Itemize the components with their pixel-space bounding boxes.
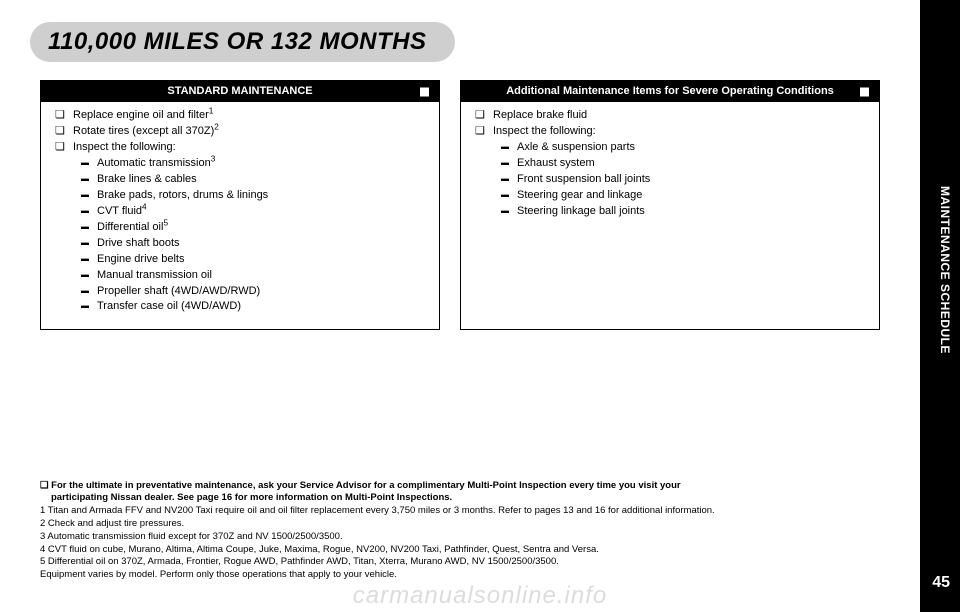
- list-item: Manual transmission oil: [55, 268, 425, 284]
- list-item: Inspect the following:: [55, 140, 425, 156]
- stop-icon: [860, 87, 869, 96]
- list-item: Automatic transmission3: [55, 156, 425, 172]
- footnote-2: 2 Check and adjust tire pressures.: [40, 518, 870, 531]
- list-item: Transfer case oil (4WD/AWD): [55, 299, 425, 315]
- page-number: 45: [932, 574, 950, 592]
- page-content: 110,000 MILES OR 132 MONTHS STANDARD MAI…: [0, 0, 920, 612]
- footnote-6: Equipment varies by model. Perform only …: [40, 569, 870, 582]
- list-item: Drive shaft boots: [55, 236, 425, 252]
- list-item: Differential oil5: [55, 220, 425, 236]
- list-item: Propeller shaft (4WD/AWD/RWD): [55, 284, 425, 300]
- footnote-lead-1: ❏ For the ultimate in preventative maint…: [40, 480, 870, 493]
- severe-maintenance-title: Additional Maintenance Items for Severe …: [506, 85, 834, 97]
- list-item: Steering linkage ball joints: [475, 204, 865, 220]
- footnotes: ❏ For the ultimate in preventative maint…: [40, 480, 870, 583]
- columns: STANDARD MAINTENANCE Replace engine oil …: [40, 80, 890, 330]
- footnote-3: 3 Automatic transmission fluid except fo…: [40, 531, 870, 544]
- list-item: Exhaust system: [475, 156, 865, 172]
- list-item: Brake lines & cables: [55, 172, 425, 188]
- list-item: Rotate tires (except all 370Z)2: [55, 124, 425, 140]
- list-item: Steering gear and linkage: [475, 188, 865, 204]
- footnote-5: 5 Differential oil on 370Z, Armada, Fron…: [40, 556, 870, 569]
- list-item: Axle & suspension parts: [475, 140, 865, 156]
- severe-maintenance-header: Additional Maintenance Items for Severe …: [461, 81, 879, 102]
- list-item: Engine drive belts: [55, 252, 425, 268]
- standard-maintenance-body: Replace engine oil and filter1 Rotate ti…: [41, 102, 439, 329]
- footnote-lead-2: participating Nissan dealer. See page 16…: [40, 492, 870, 505]
- standard-maintenance-card: STANDARD MAINTENANCE Replace engine oil …: [40, 80, 440, 330]
- standard-maintenance-header: STANDARD MAINTENANCE: [41, 81, 439, 102]
- footnote-4: 4 CVT fluid on cube, Murano, Altima, Alt…: [40, 544, 870, 557]
- standard-maintenance-title: STANDARD MAINTENANCE: [167, 85, 312, 97]
- list-item: Brake pads, rotors, drums & linings: [55, 188, 425, 204]
- list-item: Replace engine oil and filter1: [55, 108, 425, 124]
- list-item: CVT fluid4: [55, 204, 425, 220]
- severe-maintenance-card: Additional Maintenance Items for Severe …: [460, 80, 880, 330]
- list-item: Replace brake fluid: [475, 108, 865, 124]
- page-title: 110,000 MILES OR 132 MONTHS: [30, 22, 455, 62]
- footnote-1: 1 Titan and Armada FFV and NV200 Taxi re…: [40, 505, 870, 518]
- list-item: Front suspension ball joints: [475, 172, 865, 188]
- side-tab-label: MAINTENANCE SCHEDULE: [930, 160, 960, 380]
- stop-icon: [420, 87, 429, 96]
- severe-maintenance-body: Replace brake fluid Inspect the followin…: [461, 102, 879, 234]
- list-item: Inspect the following:: [475, 124, 865, 140]
